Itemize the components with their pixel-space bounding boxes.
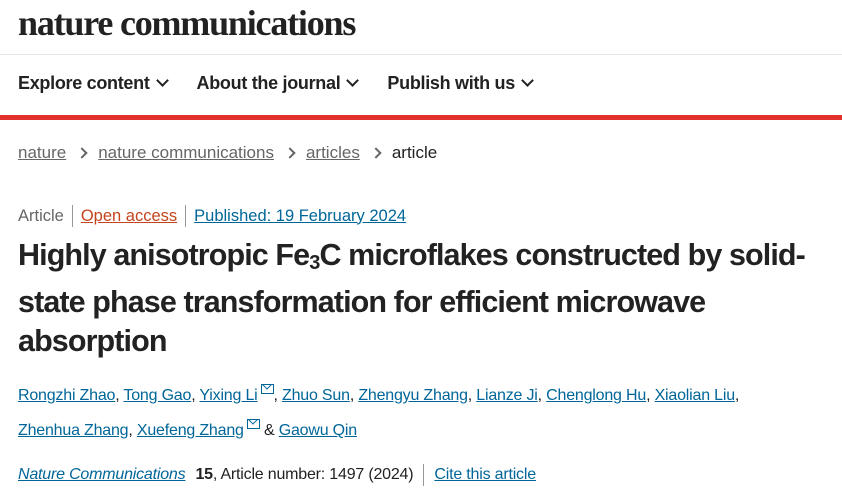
author-link[interactable]: Yixing Li [199, 387, 258, 404]
nav-label: About the journal [196, 73, 341, 93]
author-link[interactable]: Chenglong Hu [546, 387, 647, 404]
title-part: C microflakes constructed by solid-state… [18, 238, 806, 358]
chevron-down-icon [346, 74, 360, 87]
article-meta: Article Open access Published: 19 Februa… [18, 205, 406, 227]
nav-explore-content[interactable]: Explore content [18, 73, 169, 94]
author-link[interactable]: Zhengyu Zhang [358, 387, 468, 404]
article-type: Article [18, 206, 64, 225]
chevron-down-icon [155, 74, 169, 87]
divider [0, 54, 842, 55]
journal-logo[interactable]: nature communications [18, 3, 356, 43]
volume: 15 [195, 466, 213, 483]
cite-this-article-link[interactable]: Cite this article [434, 466, 536, 483]
citation: Nature Communications 15 , Article numbe… [18, 464, 536, 486]
accent-bar [0, 115, 842, 120]
article-number: , Article number: 1497 (2024) [212, 466, 414, 483]
author-link[interactable]: Rongzhi Zhao [18, 387, 116, 404]
title-subscript: 3 [309, 252, 320, 274]
nav-publish-with-us[interactable]: Publish with us [387, 73, 534, 94]
open-access-link[interactable]: Open access [80, 206, 178, 225]
nav-label: Explore content [18, 73, 150, 93]
email-icon[interactable] [246, 419, 260, 429]
author-list: Rongzhi Zhao, Tong Gao, Yixing Li, Zhuo … [18, 378, 838, 448]
divider [185, 205, 187, 227]
author-link[interactable]: Zhenhua Zhang [18, 422, 129, 439]
published-date-link[interactable]: Published: 19 February 2024 [194, 206, 407, 225]
title-part: Highly anisotropic Fe [18, 238, 310, 272]
divider [423, 464, 425, 486]
journal-link[interactable]: Nature Communications [18, 466, 186, 483]
email-icon[interactable] [260, 384, 274, 394]
main-nav: Explore content About the journal Publis… [18, 73, 534, 94]
chevron-right-icon [284, 147, 296, 159]
nav-label: Publish with us [387, 73, 515, 93]
breadcrumb: nature nature communications articles ar… [18, 143, 437, 163]
chevron-right-icon [76, 147, 88, 159]
author-link[interactable]: Gaowu Qin [278, 422, 357, 439]
breadcrumb-current: article [391, 143, 438, 162]
ampersand: & [263, 422, 275, 439]
nav-about-journal[interactable]: About the journal [196, 73, 360, 94]
author-link[interactable]: Lianze Ji [476, 387, 538, 404]
divider [71, 205, 73, 227]
article-title: Highly anisotropic Fe3C microflakes cons… [18, 236, 838, 361]
author-link[interactable]: Zhuo Sun [282, 387, 350, 404]
author-link[interactable]: Tong Gao [123, 387, 192, 404]
breadcrumb-nature-communications[interactable]: nature communications [98, 143, 274, 162]
chevron-down-icon [521, 74, 534, 87]
breadcrumb-nature[interactable]: nature [18, 143, 67, 162]
breadcrumb-articles[interactable]: articles [305, 143, 360, 162]
chevron-right-icon [370, 147, 382, 159]
author-link[interactable]: Xuefeng Zhang [136, 422, 244, 439]
author-link[interactable]: Xiaolian Liu [654, 387, 736, 404]
